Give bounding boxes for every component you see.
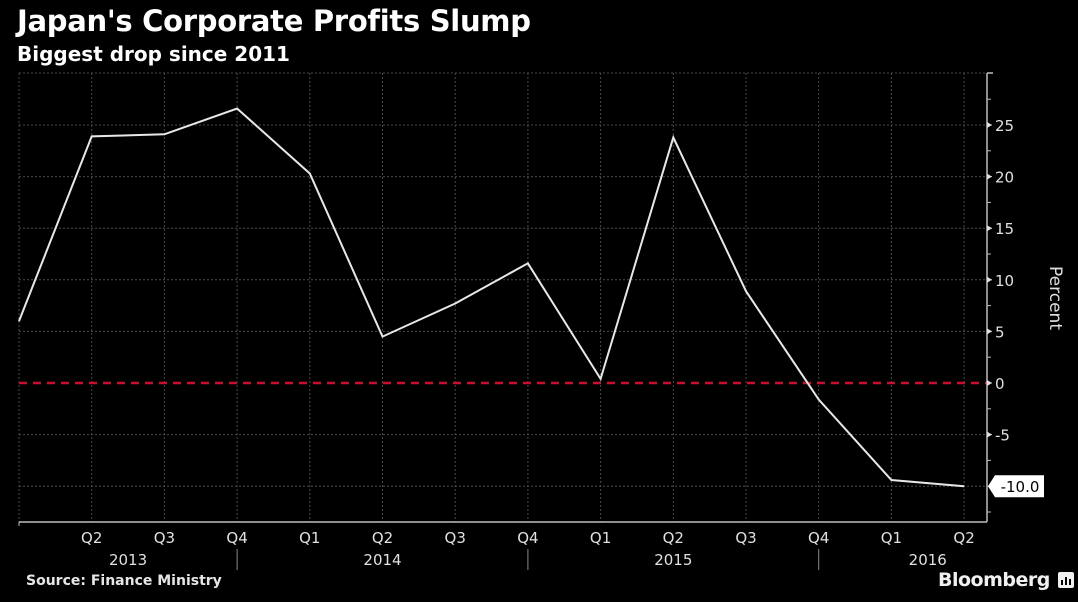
source-note: Source: Finance Ministry (26, 573, 222, 589)
data-point (745, 290, 747, 292)
year-label: 2016 (909, 551, 947, 569)
data-point (672, 136, 674, 138)
x-tick-label: Q3 (154, 529, 175, 547)
last-value-label: -10.0 (988, 475, 1044, 498)
chart-title: Japan's Corporate Profits Slump (17, 4, 531, 38)
x-tick-label: Q1 (590, 529, 611, 547)
data-point (890, 479, 892, 481)
y-tick-marker (987, 380, 992, 386)
y-tick-label: 15 (995, 220, 1014, 238)
x-tick-label: Q1 (299, 529, 320, 547)
year-label: 2015 (654, 551, 692, 569)
x-tick-label: Q2 (663, 529, 684, 547)
data-point (309, 173, 311, 175)
year-label: 2013 (109, 551, 147, 569)
data-point (963, 485, 965, 487)
x-axis: Q2 Q3 Q4 Q1 Q2 Q3 Q4 Q1 Q2 Q3 Q4 Q1 Q2 2013 2014 2015 20… (18, 521, 987, 570)
data-point (382, 336, 383, 338)
y-tick-label: 10 (995, 272, 1014, 290)
y-tick-marker (987, 173, 992, 180)
y-axis-label: Percent (1045, 266, 1065, 330)
y-tick-marker (987, 431, 992, 438)
last-value-badge (988, 475, 1044, 498)
chart-subtitle: Biggest drop since 2011 (17, 42, 290, 66)
brand-logo: Bloomberg (938, 569, 1074, 591)
y-tick-label: 25 (995, 117, 1014, 135)
bar-chart-icon (1057, 572, 1074, 588)
y-tick-marker (987, 328, 992, 335)
y-tick-label: 20 (995, 169, 1014, 187)
y-tick-marker (987, 225, 992, 232)
year-label: 2014 (363, 551, 401, 569)
brand-name: Bloomberg (938, 569, 1050, 591)
x-tick-label: Q4 (808, 529, 829, 547)
data-point (527, 262, 529, 264)
x-tick-label: Q3 (445, 529, 466, 547)
y-tick-marker (987, 122, 992, 128)
data-point (454, 303, 456, 305)
x-tick-label: Q4 (517, 529, 538, 547)
x-tick-label: Q2 (953, 529, 974, 547)
y-tick-label: -5 (995, 427, 1010, 445)
data-point (236, 107, 238, 109)
data-point (91, 135, 93, 137)
data-point (600, 378, 602, 380)
data-point (18, 320, 20, 322)
x-tick-label: Q2 (372, 529, 393, 547)
data-point (818, 399, 820, 401)
y-tick-marker (987, 276, 992, 283)
x-tick-label: Q4 (226, 529, 247, 547)
grid (18, 72, 987, 522)
data-point (163, 133, 165, 135)
series-polyline (18, 107, 965, 488)
x-tick-label: Q1 (881, 529, 902, 547)
x-tick-label: Q2 (81, 529, 102, 547)
y-tick-label: 5 (995, 323, 1005, 341)
y-tick-label: 0 (995, 375, 1005, 393)
last-value-text: -10.0 (1001, 478, 1040, 496)
y-axis: -5 0 5 10 15 20 25 (986, 72, 1014, 522)
x-tick-label: Q3 (735, 529, 756, 547)
series-line (18, 107, 965, 488)
